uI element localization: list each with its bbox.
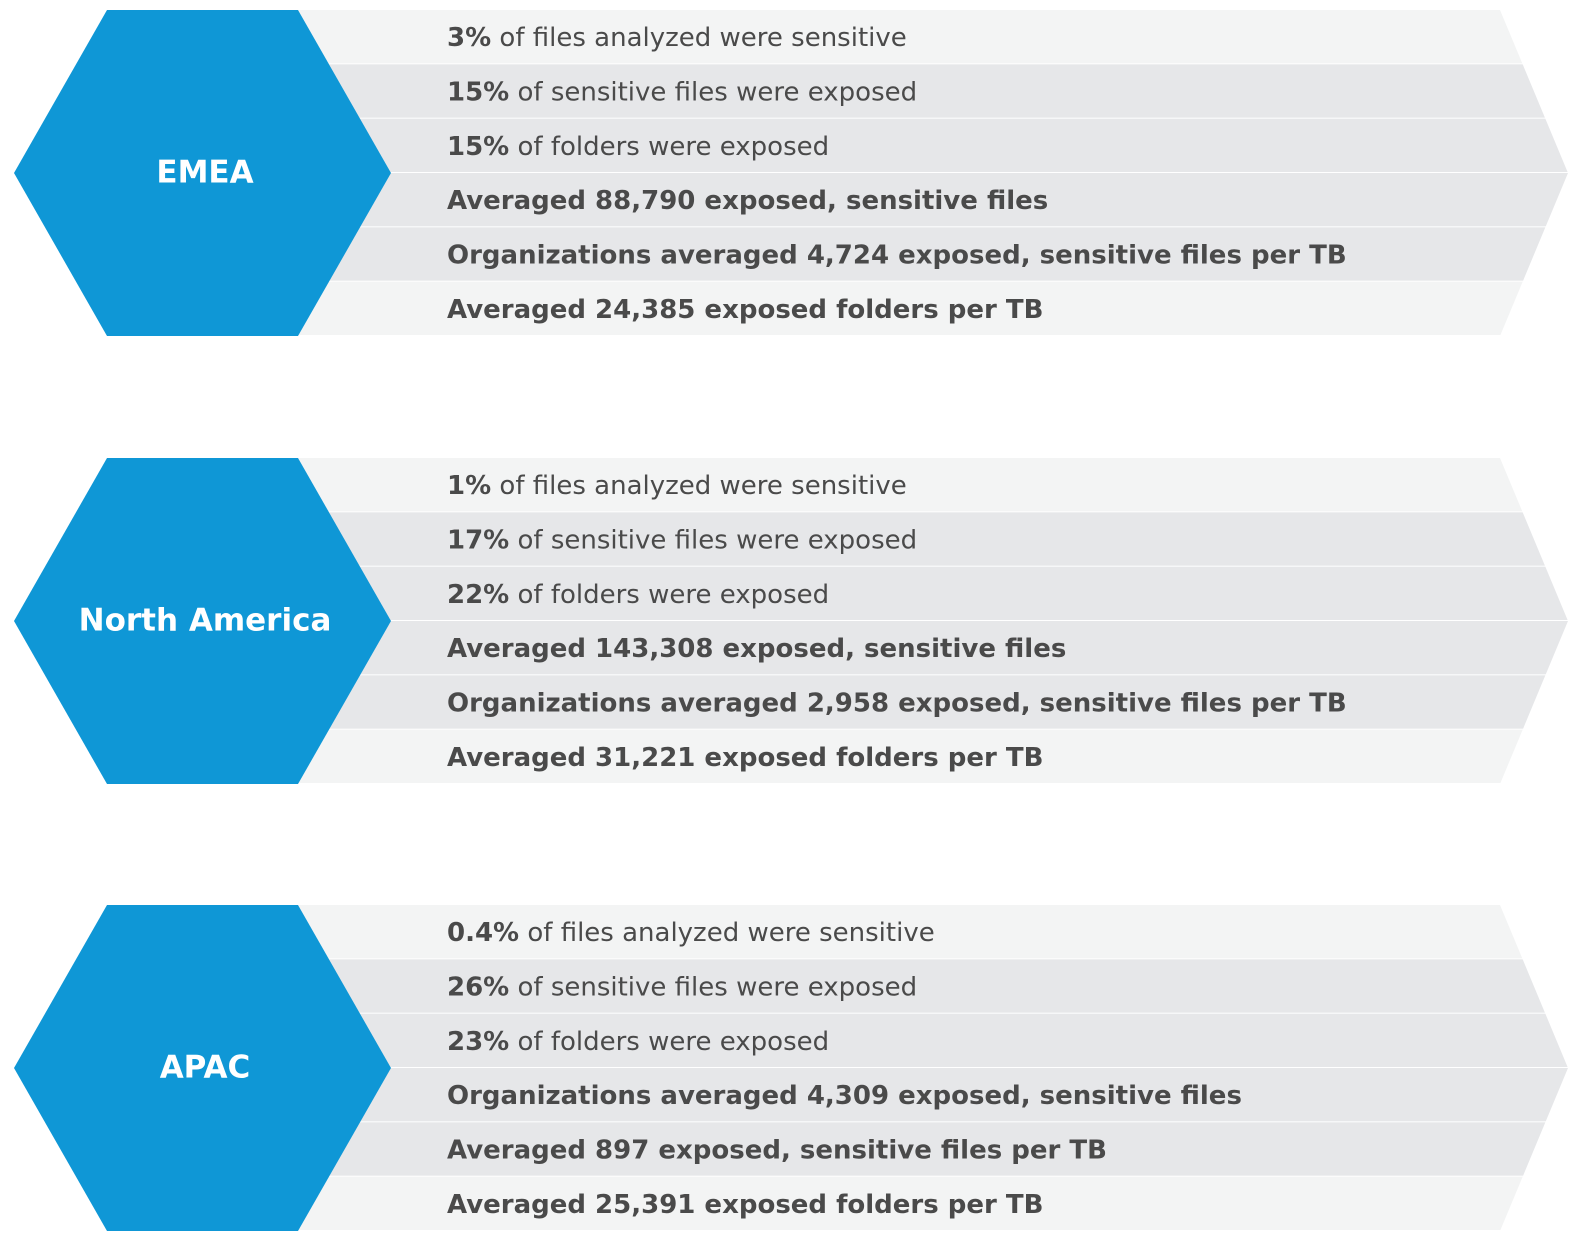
stat-bold: Averaged 897 exposed, sensitive files pe… [447, 1135, 1107, 1165]
row-background [298, 675, 1568, 729]
row-background [298, 10, 1568, 64]
stat-bold: 26% [447, 972, 509, 1002]
stat-row: Averaged 31,221 exposed folders per TB [447, 742, 1043, 772]
stat-row: 23% of folders were exposed [447, 1026, 829, 1056]
row-background [298, 729, 1568, 783]
stat-text: of sensitive files were exposed [509, 972, 917, 1002]
stat-bold: Averaged 143,308 exposed, sensitive file… [447, 634, 1066, 664]
stat-bold: Organizations averaged 2,958 exposed, se… [447, 688, 1347, 718]
row-background [298, 621, 1568, 675]
stat-bold: 22% [447, 579, 509, 609]
stat-row: Organizations averaged 4,724 exposed, se… [447, 240, 1347, 270]
region-name: APAC [160, 1050, 251, 1086]
stat-band [298, 10, 1568, 335]
stat-row: 22% of folders were exposed [447, 579, 829, 609]
stat-text: of files analyzed were sensitive [491, 471, 907, 501]
stat-bold: Organizations averaged 4,309 exposed, se… [447, 1081, 1242, 1111]
stat-text: of files analyzed were sensitive [519, 918, 935, 948]
row-background [298, 458, 1568, 512]
stat-text: of folders were exposed [509, 579, 829, 609]
stat-bold: Averaged 31,221 exposed folders per TB [447, 742, 1043, 772]
region-name: North America [79, 603, 332, 639]
stat-text: of folders were exposed [509, 131, 829, 161]
stat-row: 3% of files analyzed were sensitive [447, 23, 907, 53]
stat-bold: Organizations averaged 4,724 exposed, se… [447, 240, 1347, 270]
region-block: 0.4% of files analyzed were sensitive 26%… [14, 905, 1568, 1231]
stat-bold: 17% [447, 525, 509, 555]
region-hexagon [14, 905, 391, 1231]
row-background [298, 959, 1568, 1013]
row-background [298, 512, 1568, 566]
row-background [298, 118, 1568, 172]
stat-row: 15% of folders were exposed [447, 131, 829, 161]
stat-row: Averaged 25,391 exposed folders per TB [447, 1189, 1043, 1219]
stat-bold: 15% [447, 77, 509, 107]
stat-text: of sensitive files were exposed [509, 77, 917, 107]
region-block: 1% of files analyzed were sensitive 17% o… [14, 458, 1568, 784]
row-background [298, 1068, 1568, 1122]
row-background [298, 905, 1568, 959]
region-name: EMEA [156, 155, 253, 191]
stat-row: Averaged 143,308 exposed, sensitive file… [447, 634, 1066, 664]
stat-row: 26% of sensitive files were exposed [447, 972, 917, 1002]
stat-row: Averaged 24,385 exposed folders per TB [447, 294, 1043, 324]
row-background [298, 173, 1568, 227]
region-block: 3% of files analyzed were sensitive 15% o… [14, 10, 1568, 336]
stat-text: of sensitive files were exposed [509, 525, 917, 555]
row-background [298, 1013, 1568, 1067]
stat-row: Averaged 897 exposed, sensitive files pe… [447, 1135, 1107, 1165]
stat-text: of files analyzed were sensitive [491, 23, 907, 53]
stat-band [298, 905, 1568, 1230]
stat-bold: 0.4% [447, 918, 519, 948]
row-background [298, 566, 1568, 620]
stat-bold: Averaged 88,790 exposed, sensitive files [447, 186, 1048, 216]
stat-band [298, 458, 1568, 783]
stat-bold: Averaged 24,385 exposed folders per TB [447, 294, 1043, 324]
stat-bold: 15% [447, 131, 509, 161]
region-hexagon [14, 10, 391, 336]
stat-row: Organizations averaged 4,309 exposed, se… [447, 1081, 1242, 1111]
stat-row: 17% of sensitive files were exposed [447, 525, 917, 555]
stat-row: Averaged 88,790 exposed, sensitive files [447, 186, 1048, 216]
stat-bold: 1% [447, 471, 491, 501]
row-background [298, 281, 1568, 335]
row-background [298, 1176, 1568, 1230]
stat-row: 1% of files analyzed were sensitive [447, 471, 907, 501]
stat-bold: 3% [447, 23, 491, 53]
row-background [298, 1122, 1568, 1176]
stat-row: 0.4% of files analyzed were sensitive [447, 918, 935, 948]
region-hexagon [14, 458, 391, 784]
stat-row: Organizations averaged 2,958 exposed, se… [447, 688, 1347, 718]
stat-text: of folders were exposed [509, 1026, 829, 1056]
stat-bold: 23% [447, 1026, 509, 1056]
stat-row: 15% of sensitive files were exposed [447, 77, 917, 107]
row-background [298, 64, 1568, 118]
row-background [298, 227, 1568, 281]
stat-bold: Averaged 25,391 exposed folders per TB [447, 1189, 1043, 1219]
